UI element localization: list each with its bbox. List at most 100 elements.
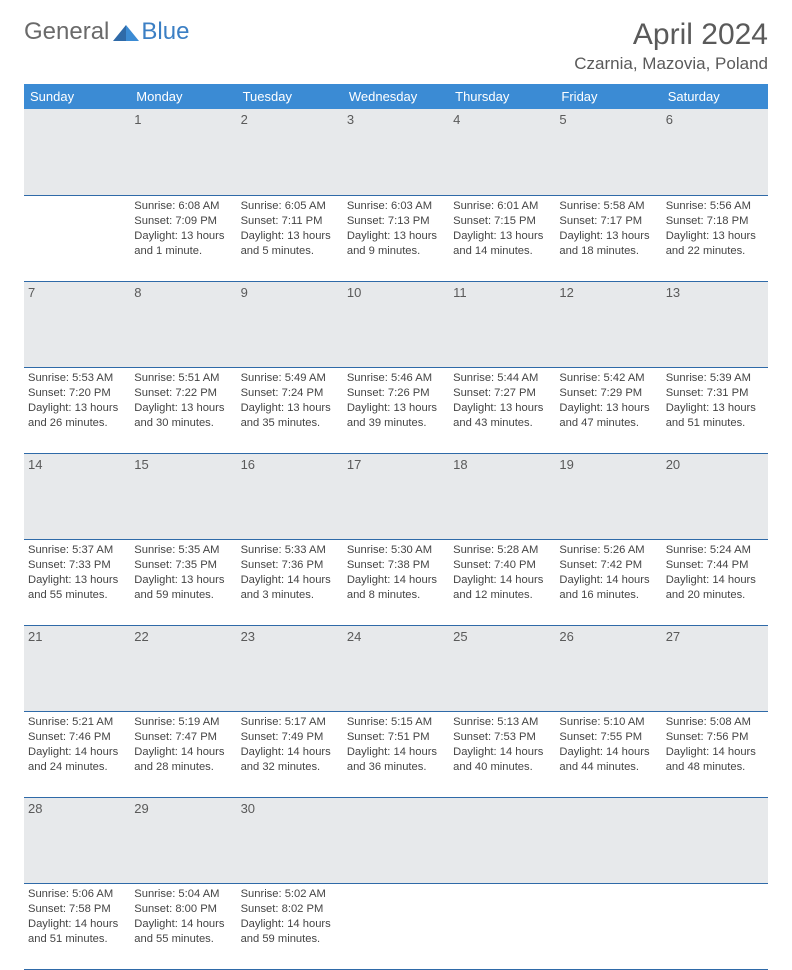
day-body: Sunrise: 5:49 AMSunset: 7:24 PMDaylight:… xyxy=(241,371,339,431)
daylight-line: Daylight: 13 hours and 43 minutes. xyxy=(453,401,551,431)
daynum-cell: 24 xyxy=(343,625,449,711)
day-cell: Sunrise: 5:49 AMSunset: 7:24 PMDaylight:… xyxy=(237,367,343,453)
day-body: Sunrise: 5:06 AMSunset: 7:58 PMDaylight:… xyxy=(28,887,126,947)
content-row: Sunrise: 6:08 AMSunset: 7:09 PMDaylight:… xyxy=(24,195,768,281)
weekday-header: Monday xyxy=(130,84,236,109)
weekday-header: Tuesday xyxy=(237,84,343,109)
sunset-line: Sunset: 7:18 PM xyxy=(666,214,764,229)
day-cell: Sunrise: 5:02 AMSunset: 8:02 PMDaylight:… xyxy=(237,883,343,969)
daylight-line: Daylight: 14 hours and 44 minutes. xyxy=(559,745,657,775)
brand-part2: Blue xyxy=(141,18,189,46)
daylight-line: Daylight: 14 hours and 28 minutes. xyxy=(134,745,232,775)
daynum-cell: 17 xyxy=(343,453,449,539)
day-cell: Sunrise: 5:24 AMSunset: 7:44 PMDaylight:… xyxy=(662,539,768,625)
sunrise-line: Sunrise: 5:04 AM xyxy=(134,887,232,902)
day-cell: Sunrise: 5:26 AMSunset: 7:42 PMDaylight:… xyxy=(555,539,661,625)
daynum-cell: 2 xyxy=(237,109,343,195)
day-body: Sunrise: 5:37 AMSunset: 7:33 PMDaylight:… xyxy=(28,543,126,603)
day-cell: Sunrise: 5:33 AMSunset: 7:36 PMDaylight:… xyxy=(237,539,343,625)
daylight-line: Daylight: 13 hours and 39 minutes. xyxy=(347,401,445,431)
daylight-line: Daylight: 14 hours and 20 minutes. xyxy=(666,573,764,603)
daynum-cell: 3 xyxy=(343,109,449,195)
day-body: Sunrise: 5:53 AMSunset: 7:20 PMDaylight:… xyxy=(28,371,126,431)
daynum-cell: 7 xyxy=(24,281,130,367)
sunrise-line: Sunrise: 5:26 AM xyxy=(559,543,657,558)
daylight-line: Daylight: 14 hours and 51 minutes. xyxy=(28,917,126,947)
brand-logo: General Blue xyxy=(24,18,189,46)
daylight-line: Daylight: 14 hours and 12 minutes. xyxy=(453,573,551,603)
day-cell: Sunrise: 5:30 AMSunset: 7:38 PMDaylight:… xyxy=(343,539,449,625)
sunset-line: Sunset: 7:29 PM xyxy=(559,386,657,401)
sunset-line: Sunset: 7:09 PM xyxy=(134,214,232,229)
day-cell: Sunrise: 5:44 AMSunset: 7:27 PMDaylight:… xyxy=(449,367,555,453)
sunset-line: Sunset: 7:33 PM xyxy=(28,558,126,573)
day-body: Sunrise: 5:42 AMSunset: 7:29 PMDaylight:… xyxy=(559,371,657,431)
sunset-line: Sunset: 7:47 PM xyxy=(134,730,232,745)
content-row: Sunrise: 5:21 AMSunset: 7:46 PMDaylight:… xyxy=(24,711,768,797)
day-cell xyxy=(662,883,768,969)
sunrise-line: Sunrise: 5:19 AM xyxy=(134,715,232,730)
day-body: Sunrise: 5:44 AMSunset: 7:27 PMDaylight:… xyxy=(453,371,551,431)
day-body: Sunrise: 5:56 AMSunset: 7:18 PMDaylight:… xyxy=(666,199,764,259)
daynum-cell: 6 xyxy=(662,109,768,195)
daylight-line: Daylight: 13 hours and 26 minutes. xyxy=(28,401,126,431)
sunset-line: Sunset: 7:56 PM xyxy=(666,730,764,745)
daynum-cell: 26 xyxy=(555,625,661,711)
daynum-cell: 29 xyxy=(130,797,236,883)
day-cell: Sunrise: 6:05 AMSunset: 7:11 PMDaylight:… xyxy=(237,195,343,281)
day-body: Sunrise: 6:03 AMSunset: 7:13 PMDaylight:… xyxy=(347,199,445,259)
header: General Blue April 2024 Czarnia, Mazovia… xyxy=(24,18,768,74)
daynum-cell xyxy=(343,797,449,883)
sunrise-line: Sunrise: 5:28 AM xyxy=(453,543,551,558)
sunrise-line: Sunrise: 5:21 AM xyxy=(28,715,126,730)
sunset-line: Sunset: 7:17 PM xyxy=(559,214,657,229)
day-body: Sunrise: 5:15 AMSunset: 7:51 PMDaylight:… xyxy=(347,715,445,775)
daynum-cell: 27 xyxy=(662,625,768,711)
sunset-line: Sunset: 7:42 PM xyxy=(559,558,657,573)
daylight-line: Daylight: 13 hours and 9 minutes. xyxy=(347,229,445,259)
daylight-line: Daylight: 13 hours and 5 minutes. xyxy=(241,229,339,259)
calendar-body: 123456Sunrise: 6:08 AMSunset: 7:09 PMDay… xyxy=(24,109,768,969)
sunset-line: Sunset: 7:24 PM xyxy=(241,386,339,401)
day-cell: Sunrise: 5:15 AMSunset: 7:51 PMDaylight:… xyxy=(343,711,449,797)
daynum-cell xyxy=(662,797,768,883)
sunrise-line: Sunrise: 5:39 AM xyxy=(666,371,764,386)
sunrise-line: Sunrise: 5:17 AM xyxy=(241,715,339,730)
sunset-line: Sunset: 7:38 PM xyxy=(347,558,445,573)
sunset-line: Sunset: 7:44 PM xyxy=(666,558,764,573)
daynum-cell xyxy=(555,797,661,883)
day-cell: Sunrise: 5:21 AMSunset: 7:46 PMDaylight:… xyxy=(24,711,130,797)
weekday-header: Sunday xyxy=(24,84,130,109)
sunset-line: Sunset: 7:15 PM xyxy=(453,214,551,229)
daynum-cell: 25 xyxy=(449,625,555,711)
day-body: Sunrise: 5:46 AMSunset: 7:26 PMDaylight:… xyxy=(347,371,445,431)
sunrise-line: Sunrise: 5:53 AM xyxy=(28,371,126,386)
sunset-line: Sunset: 7:11 PM xyxy=(241,214,339,229)
brand-triangle-icon xyxy=(113,23,139,41)
day-body: Sunrise: 5:58 AMSunset: 7:17 PMDaylight:… xyxy=(559,199,657,259)
daynum-cell: 22 xyxy=(130,625,236,711)
daynum-row: 123456 xyxy=(24,109,768,195)
daylight-line: Daylight: 13 hours and 14 minutes. xyxy=(453,229,551,259)
day-body: Sunrise: 5:10 AMSunset: 7:55 PMDaylight:… xyxy=(559,715,657,775)
day-cell: Sunrise: 5:42 AMSunset: 7:29 PMDaylight:… xyxy=(555,367,661,453)
day-body: Sunrise: 5:17 AMSunset: 7:49 PMDaylight:… xyxy=(241,715,339,775)
daynum-cell xyxy=(24,109,130,195)
daynum-cell: 8 xyxy=(130,281,236,367)
sunset-line: Sunset: 7:22 PM xyxy=(134,386,232,401)
sunset-line: Sunset: 7:13 PM xyxy=(347,214,445,229)
day-cell: Sunrise: 5:51 AMSunset: 7:22 PMDaylight:… xyxy=(130,367,236,453)
daylight-line: Daylight: 14 hours and 24 minutes. xyxy=(28,745,126,775)
day-cell: Sunrise: 5:13 AMSunset: 7:53 PMDaylight:… xyxy=(449,711,555,797)
sunset-line: Sunset: 7:51 PM xyxy=(347,730,445,745)
daylight-line: Daylight: 14 hours and 3 minutes. xyxy=(241,573,339,603)
daynum-cell: 16 xyxy=(237,453,343,539)
daynum-cell xyxy=(449,797,555,883)
sunrise-line: Sunrise: 5:44 AM xyxy=(453,371,551,386)
day-body: Sunrise: 5:13 AMSunset: 7:53 PMDaylight:… xyxy=(453,715,551,775)
day-body: Sunrise: 5:28 AMSunset: 7:40 PMDaylight:… xyxy=(453,543,551,603)
day-body: Sunrise: 5:04 AMSunset: 8:00 PMDaylight:… xyxy=(134,887,232,947)
day-body: Sunrise: 5:35 AMSunset: 7:35 PMDaylight:… xyxy=(134,543,232,603)
weekday-header: Friday xyxy=(555,84,661,109)
daylight-line: Daylight: 13 hours and 30 minutes. xyxy=(134,401,232,431)
